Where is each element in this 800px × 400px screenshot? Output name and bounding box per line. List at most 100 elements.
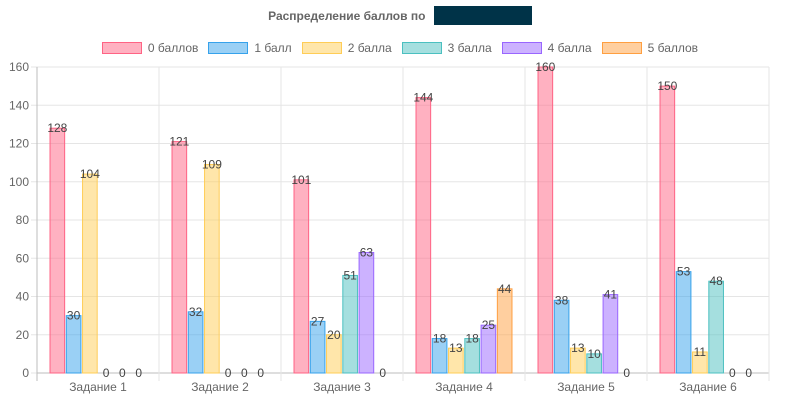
bar-value-label: 128	[47, 121, 67, 135]
bar	[602, 294, 619, 374]
bar-value-label: 150	[657, 79, 677, 93]
legend-item[interactable]: 4 балла	[501, 40, 592, 56]
bar	[464, 338, 480, 374]
legend-label: 4 балла	[547, 41, 592, 56]
bar	[49, 127, 66, 374]
bar-value-label: 109	[202, 158, 222, 172]
bar-value-label: 0	[241, 366, 248, 380]
bar-value-label: 53	[677, 265, 691, 279]
bar-value-label: 25	[482, 318, 496, 332]
bar-value-label: 41	[604, 288, 618, 302]
bar	[586, 353, 602, 374]
legend-swatch	[401, 42, 442, 55]
bar	[326, 334, 342, 374]
y-tick-label: 60	[16, 251, 30, 265]
bar-value-label: 11	[694, 345, 707, 359]
bar	[692, 351, 708, 374]
bar-value-label: 0	[729, 366, 736, 380]
legend-label: 0 баллов	[147, 41, 199, 56]
bar	[553, 299, 570, 374]
bar	[496, 288, 513, 374]
x-tick-label: Задание 1	[69, 380, 127, 394]
bar-value-label: 0	[257, 366, 264, 380]
bar	[309, 320, 326, 374]
bar	[204, 164, 220, 374]
bar	[293, 179, 310, 374]
bar-value-label: 13	[571, 341, 585, 355]
legend-item[interactable]: 5 баллов	[601, 40, 699, 56]
bar-value-label: 13	[449, 341, 463, 355]
y-tick-label: 20	[16, 328, 30, 342]
bar	[431, 338, 448, 374]
x-tick-label: Задание 2	[191, 380, 249, 394]
bar	[187, 311, 204, 374]
bar-value-label: 20	[327, 328, 341, 342]
bar-value-label: 0	[103, 366, 110, 380]
bar	[659, 85, 676, 374]
x-tick-label: Задание 5	[557, 380, 615, 394]
y-tick-label: 0	[22, 366, 29, 380]
legend-item[interactable]: 1 балл	[208, 40, 292, 56]
bar-value-label: 44	[498, 282, 512, 296]
title-redaction-box	[433, 6, 532, 25]
legend-item[interactable]: 2 балла	[301, 40, 392, 56]
legend-item[interactable]: 0 баллов	[101, 40, 199, 56]
bar-value-label: 101	[291, 173, 311, 187]
legend-swatch	[101, 42, 142, 55]
y-tick-label: 100	[9, 175, 29, 189]
bar-value-label: 51	[343, 268, 357, 282]
bar-value-label: 144	[413, 91, 433, 105]
legend-swatch	[301, 42, 342, 55]
bar-value-label: 121	[169, 135, 189, 149]
bar	[537, 66, 554, 374]
bar-value-label: 32	[189, 305, 203, 319]
bar	[342, 274, 358, 374]
legend-label: 1 балл	[254, 41, 292, 56]
legend-label: 3 балла	[447, 41, 492, 56]
bar-value-label: 0	[119, 366, 126, 380]
bar	[675, 271, 692, 374]
bar-value-label: 0	[225, 366, 232, 380]
bar-value-label: 38	[555, 293, 569, 307]
chart-legend: 0 баллов 1 балл 2 балла 3 балла 4 балла 5 бал…	[0, 40, 800, 58]
bar-value-label: 0	[379, 366, 386, 380]
bar	[415, 97, 432, 374]
bar	[448, 347, 464, 374]
bar	[171, 141, 188, 374]
y-tick-label: 140	[9, 98, 29, 112]
legend-item[interactable]: 3 балла	[401, 40, 492, 56]
bar-value-label: 160	[535, 60, 555, 74]
y-tick-label: 120	[9, 137, 29, 151]
bar-value-label: 18	[433, 332, 447, 346]
bar-value-label: 0	[623, 366, 630, 380]
bar	[708, 280, 724, 374]
legend-swatch	[501, 42, 542, 55]
bar-value-label: 0	[135, 366, 142, 380]
bar	[65, 315, 82, 374]
x-tick-label: Задание 3	[313, 380, 371, 394]
legend-label: 2 балла	[347, 41, 392, 56]
y-tick-label: 40	[16, 290, 30, 304]
chart-title: Распределение баллов по	[268, 8, 426, 23]
legend-swatch	[601, 42, 642, 55]
bar-value-label: 104	[80, 167, 100, 181]
bar-value-label: 0	[745, 366, 752, 380]
y-tick-label: 160	[9, 60, 29, 74]
legend-label: 5 баллов	[647, 41, 699, 56]
bar-value-label: 18	[465, 332, 479, 346]
x-tick-label: Задание 6	[679, 380, 737, 394]
bar	[358, 252, 375, 374]
bar-value-label: 48	[709, 274, 723, 288]
legend-swatch	[208, 42, 249, 55]
bar	[480, 324, 497, 374]
chart-title-row: Распределение баллов по	[0, 6, 800, 28]
bar-value-label: 30	[67, 309, 81, 323]
y-tick-label: 80	[16, 213, 30, 227]
bar-value-label: 27	[311, 314, 325, 328]
bar	[82, 173, 98, 374]
bar-value-label: 10	[587, 347, 601, 361]
x-tick-label: Задание 4	[435, 380, 493, 394]
bar-value-label: 63	[360, 246, 374, 260]
bar	[570, 347, 586, 374]
